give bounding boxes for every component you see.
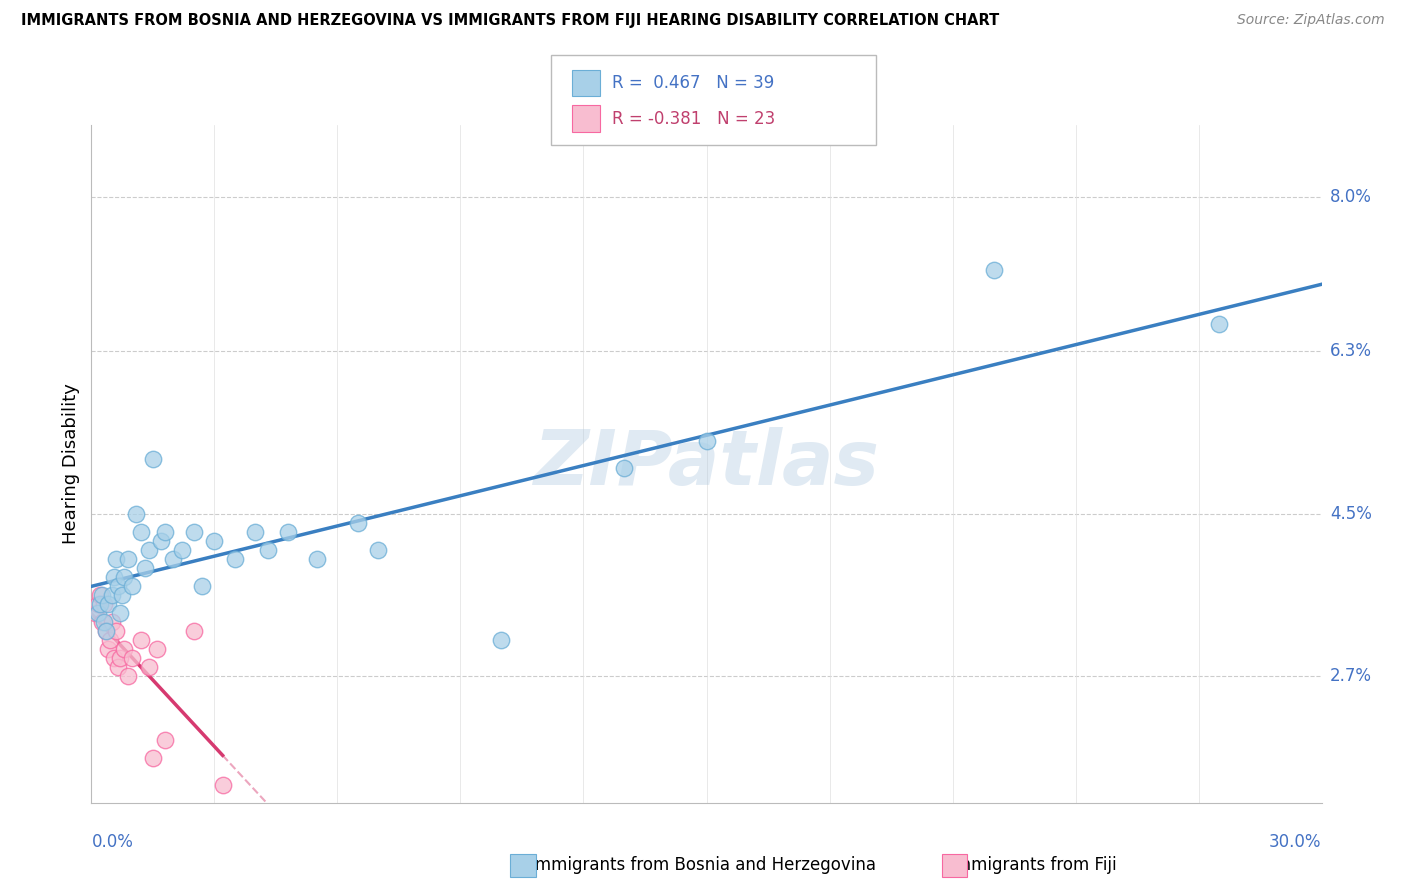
Point — [93, 615, 115, 629]
Point — [105, 624, 127, 638]
Y-axis label: Hearing Disability: Hearing Disability — [62, 384, 80, 544]
Point — [170, 542, 193, 557]
Point — [90, 615, 112, 629]
Point — [117, 551, 139, 566]
Point — [84, 606, 107, 620]
Text: 8.0%: 8.0% — [1330, 188, 1372, 206]
Text: 0.0%: 0.0% — [91, 833, 134, 851]
Point — [107, 579, 129, 593]
Text: 4.5%: 4.5% — [1330, 505, 1372, 523]
Point — [125, 507, 148, 521]
Point — [142, 750, 165, 764]
Point — [153, 732, 177, 747]
Point — [153, 524, 177, 539]
Point — [121, 579, 143, 593]
Point — [305, 551, 328, 566]
Point — [112, 570, 135, 584]
Point — [89, 588, 111, 602]
Point — [183, 524, 205, 539]
Point — [491, 633, 513, 648]
Point — [183, 624, 205, 638]
Text: IMMIGRANTS FROM BOSNIA AND HERZEGOVINA VS IMMIGRANTS FROM FIJI HEARING DISABILIT: IMMIGRANTS FROM BOSNIA AND HERZEGOVINA V… — [21, 13, 1000, 29]
Point — [142, 452, 165, 467]
Point — [94, 624, 117, 638]
Point — [146, 642, 169, 657]
Point — [103, 651, 125, 665]
Point — [162, 551, 184, 566]
Point — [695, 434, 717, 449]
Point — [101, 615, 124, 629]
Point — [98, 633, 121, 648]
Text: R =  0.467   N = 39: R = 0.467 N = 39 — [612, 74, 773, 92]
Point — [202, 533, 225, 548]
Point — [129, 524, 152, 539]
Point — [256, 542, 278, 557]
Point — [86, 606, 108, 620]
Point — [101, 588, 124, 602]
Text: Source: ZipAtlas.com: Source: ZipAtlas.com — [1237, 13, 1385, 28]
Text: Immigrants from Fiji: Immigrants from Fiji — [950, 856, 1116, 874]
Point — [97, 597, 120, 611]
Point — [613, 461, 636, 475]
Point — [90, 588, 112, 602]
Point — [129, 633, 152, 648]
Point — [191, 579, 214, 593]
Text: R = -0.381   N = 23: R = -0.381 N = 23 — [612, 110, 775, 128]
Point — [108, 651, 131, 665]
Text: Immigrants from Bosnia and Herzegovina: Immigrants from Bosnia and Herzegovina — [530, 856, 876, 874]
Point — [211, 778, 233, 792]
Point — [121, 651, 143, 665]
Point — [89, 597, 111, 611]
Point — [94, 624, 117, 638]
Point — [150, 533, 173, 548]
Point — [86, 597, 108, 611]
Point — [107, 660, 129, 674]
Text: ZIPatlas: ZIPatlas — [533, 427, 880, 500]
Point — [108, 606, 131, 620]
Point — [111, 588, 134, 602]
Point — [138, 542, 160, 557]
Point — [367, 542, 389, 557]
Point — [245, 524, 267, 539]
Point — [103, 570, 125, 584]
Point — [117, 669, 139, 683]
Text: 6.3%: 6.3% — [1330, 342, 1372, 359]
Point — [1208, 317, 1230, 331]
Point — [93, 597, 115, 611]
Point — [134, 561, 156, 575]
Text: 2.7%: 2.7% — [1330, 667, 1372, 685]
Point — [97, 642, 120, 657]
Point — [112, 642, 135, 657]
Text: 30.0%: 30.0% — [1270, 833, 1322, 851]
Point — [138, 660, 160, 674]
Point — [983, 262, 1005, 277]
Point — [347, 516, 370, 530]
Point — [277, 524, 299, 539]
Point — [105, 551, 127, 566]
Point — [224, 551, 246, 566]
